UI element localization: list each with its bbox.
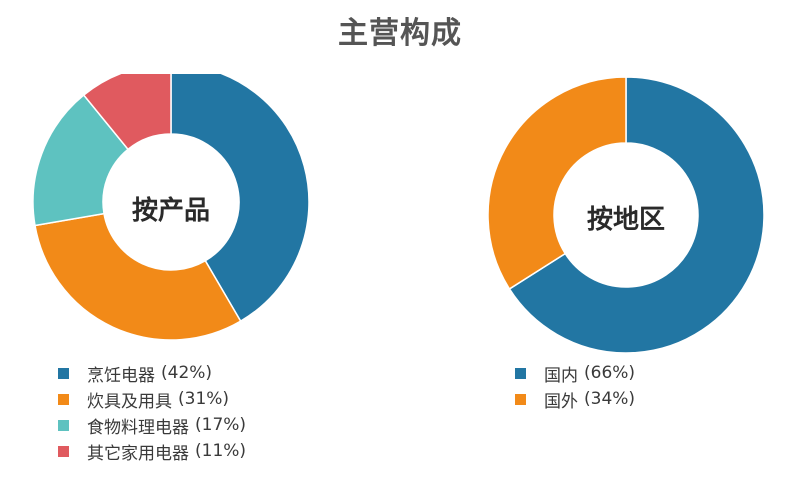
legend-label: 国外 <box>544 391 578 412</box>
legend-item: 国外 (34%) <box>515 386 635 412</box>
legend-item: 炊具及用具 (31%) <box>58 386 246 412</box>
donut-slice-1-0 <box>508 76 765 354</box>
legend-swatch <box>58 419 69 431</box>
product-legend: 烹饪电器 (42%) 炊具及用具 (31%) 食物料理电器 (17%) 其它家用电器 (11%… <box>58 360 246 464</box>
legend-label: 烹饪电器 <box>87 365 155 386</box>
legend-swatch <box>515 393 526 405</box>
legend-swatch <box>58 367 69 379</box>
legend-label: 炊具及用具 <box>87 391 172 412</box>
legend-label: 其它家用电器 <box>87 443 189 464</box>
legend-item: 烹饪电器 (42%) <box>58 360 246 386</box>
legend-label: 国内 <box>544 365 578 386</box>
legend-item: 国内 (66%) <box>515 360 635 386</box>
legend-swatch <box>58 393 69 405</box>
legend-item: 食物料理电器 (17%) <box>58 412 246 438</box>
legend-label: 食物料理电器 <box>87 417 189 438</box>
legend-item: 其它家用电器 (11%) <box>58 438 246 464</box>
region-donut-chart: 按地区 <box>487 76 765 354</box>
legend-percent: (31%) <box>178 389 230 409</box>
product-donut-chart: 按产品 <box>32 74 310 340</box>
region-legend: 国内 (66%) 国外 (34%) <box>515 360 635 412</box>
legend-percent: (34%) <box>584 389 636 409</box>
legend-percent: (17%) <box>195 415 247 435</box>
region-donut-center-label: 按地区 <box>587 204 665 235</box>
chart-title: 主营构成 <box>338 16 462 51</box>
donut-slice-0-0 <box>170 74 310 323</box>
legend-percent: (66%) <box>584 363 636 383</box>
donut-slice-0-3 <box>82 74 172 151</box>
donut-slice-0-1 <box>34 212 242 340</box>
legend-swatch <box>58 445 69 457</box>
legend-percent: (42%) <box>161 363 213 383</box>
legend-swatch <box>515 367 526 379</box>
legend-percent: (11%) <box>195 441 247 461</box>
donut-slice-1-1 <box>487 76 627 290</box>
product-donut-center-label: 按产品 <box>132 195 210 226</box>
